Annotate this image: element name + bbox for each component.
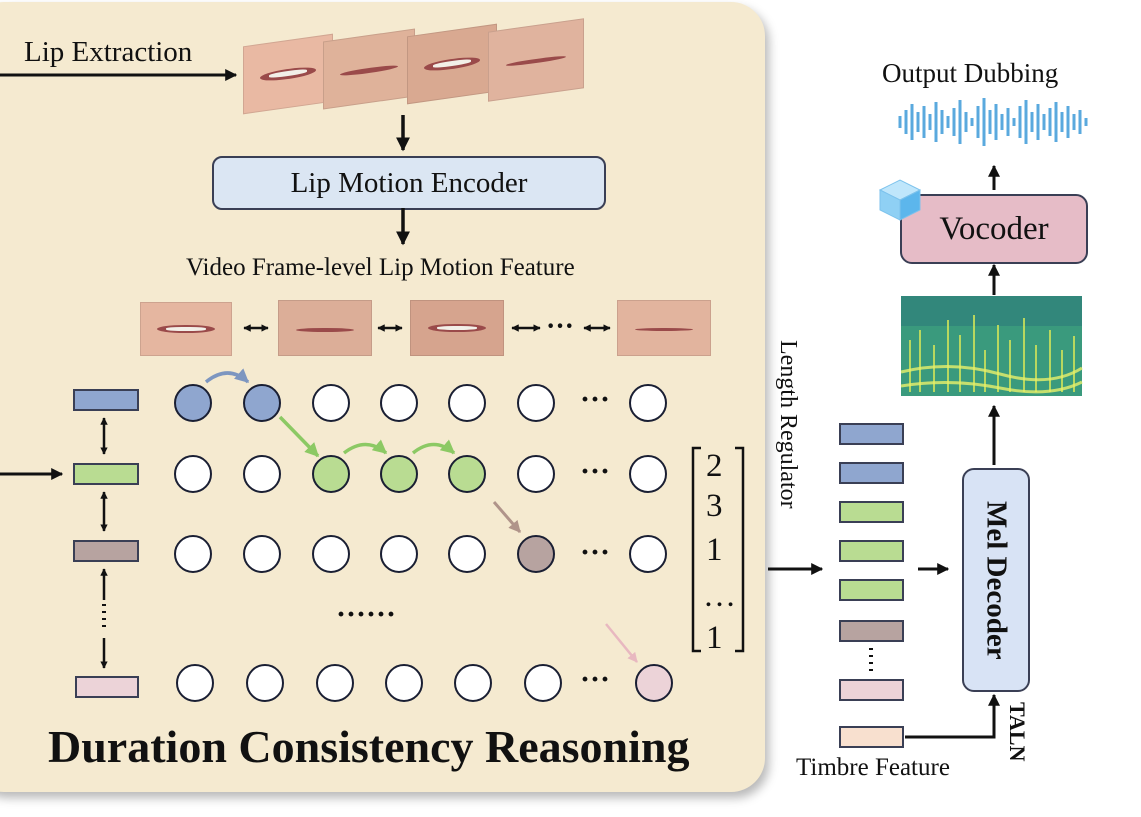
frame-node bbox=[448, 384, 486, 422]
duration-value-3: 1 bbox=[706, 532, 723, 568]
frame-node bbox=[174, 455, 212, 493]
duration-bracket-left bbox=[691, 446, 701, 653]
frame-node bbox=[243, 455, 281, 493]
duration-value-5: 1 bbox=[706, 620, 723, 656]
frame-node bbox=[524, 664, 562, 702]
mel-decoder-label: Mel Decoder bbox=[980, 500, 1013, 660]
vocoder-label: Vocoder bbox=[939, 210, 1049, 247]
frame-node bbox=[629, 535, 667, 573]
ice-cube-icon bbox=[878, 179, 922, 221]
lip-feature-ellipsis: ··· bbox=[546, 311, 575, 342]
expanded-token-green bbox=[839, 540, 904, 562]
frame-node bbox=[246, 664, 284, 702]
frame-node bbox=[243, 535, 281, 573]
lip-motion-feature-label: Video Frame-level Lip Motion Feature bbox=[186, 254, 575, 281]
duration-value-1: 2 bbox=[706, 448, 723, 484]
row-4-ellipsis: ··· bbox=[580, 663, 611, 696]
row-1-ellipsis: ··· bbox=[580, 383, 611, 416]
curved-arrow-icon bbox=[204, 368, 250, 384]
lip-feature-frame-3 bbox=[410, 300, 504, 356]
frame-node bbox=[312, 535, 350, 573]
lip-feature-frame-2 bbox=[278, 300, 372, 356]
duration-value-2: 3 bbox=[706, 488, 723, 524]
vocoder-box: Vocoder bbox=[900, 194, 1088, 264]
frame-node bbox=[174, 535, 212, 573]
frame-node bbox=[380, 535, 418, 573]
expanded-token-green bbox=[839, 579, 904, 601]
frame-node bbox=[312, 384, 350, 422]
timbre-feature-label: Timbre Feature bbox=[796, 754, 950, 781]
frame-node bbox=[454, 664, 492, 702]
phoneme-token-brown bbox=[73, 540, 139, 562]
frame-node bbox=[448, 455, 486, 493]
mel-decoder-box: Mel Decoder bbox=[962, 468, 1030, 692]
length-regulator-label: Length Regulator bbox=[775, 340, 801, 509]
row-3-ellipsis: ··· bbox=[580, 536, 611, 569]
frame-node bbox=[517, 455, 555, 493]
transition-arrow bbox=[278, 415, 320, 458]
lip-feature-frame-1 bbox=[140, 302, 232, 356]
frame-node bbox=[385, 664, 423, 702]
spectrogram-icon bbox=[900, 296, 1083, 396]
lip-feature-frame-4 bbox=[617, 300, 711, 356]
output-dubbing-label: Output Dubbing bbox=[882, 58, 1059, 88]
curved-arrow-icon bbox=[411, 439, 456, 455]
frame-node bbox=[380, 455, 418, 493]
expanded-token-green bbox=[839, 501, 904, 523]
frame-node bbox=[448, 535, 486, 573]
transition-arrow bbox=[605, 623, 638, 663]
section-title: Duration Consistency Reasoning bbox=[48, 721, 690, 772]
phoneme-token-blue bbox=[73, 389, 139, 411]
frame-node bbox=[174, 384, 212, 422]
middle-rows-ellipsis: ······ bbox=[336, 598, 397, 631]
phoneme-token-green bbox=[73, 463, 139, 485]
frame-node bbox=[629, 384, 667, 422]
duration-value-ellipsis: … bbox=[703, 578, 736, 614]
frame-node bbox=[316, 664, 354, 702]
curved-arrow-icon bbox=[342, 439, 388, 455]
lip-extraction-label: Lip Extraction bbox=[24, 36, 193, 68]
frame-node bbox=[517, 535, 555, 573]
lip-motion-encoder-label: Lip Motion Encoder bbox=[290, 166, 528, 199]
expanded-token-blue bbox=[839, 462, 904, 484]
frame-node bbox=[176, 664, 214, 702]
frame-node bbox=[629, 455, 667, 493]
duration-bracket-right bbox=[735, 446, 745, 653]
frame-node bbox=[380, 384, 418, 422]
frame-node bbox=[517, 384, 555, 422]
expanded-token-blue bbox=[839, 423, 904, 445]
timbre-feature-token bbox=[839, 726, 904, 748]
expanded-token-pink bbox=[839, 679, 904, 701]
frame-node bbox=[635, 664, 673, 702]
expanded-token-brown bbox=[839, 620, 904, 642]
lip-motion-encoder-box: Lip Motion Encoder bbox=[212, 156, 606, 210]
transition-arrow bbox=[492, 501, 522, 533]
phoneme-token-pink bbox=[75, 676, 139, 698]
waveform-icon bbox=[898, 98, 1088, 146]
timbre-arrow bbox=[905, 693, 1000, 739]
frame-node bbox=[243, 384, 281, 422]
frame-node bbox=[312, 455, 350, 493]
taln-label: TALN bbox=[1005, 702, 1030, 762]
row-2-ellipsis: ··· bbox=[580, 455, 611, 488]
